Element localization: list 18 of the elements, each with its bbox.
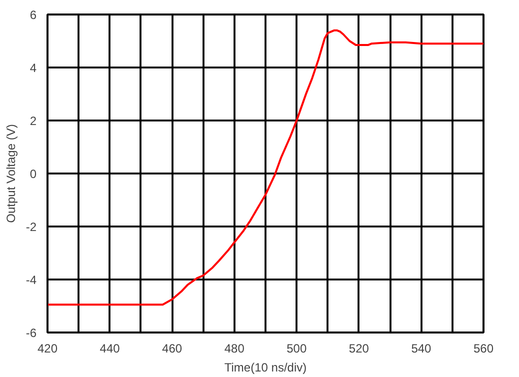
y-tick-label: -2 [26, 220, 37, 234]
y-tick-label: 0 [30, 167, 37, 181]
x-tick-label: 420 [37, 342, 58, 356]
line-series [48, 29, 484, 306]
x-axis-title: Time(10 ns/div) [224, 360, 307, 374]
y-tick-label: 2 [30, 114, 37, 128]
x-tick-label: 520 [348, 342, 370, 356]
y-tick-label: 4 [30, 61, 37, 75]
x-tick-label: 540 [411, 342, 432, 356]
y-axis-title: Output Voltage (V) [4, 124, 18, 223]
y-tick-label: -4 [26, 273, 37, 287]
x-tick-label: 560 [473, 342, 494, 356]
x-tick-label: 500 [286, 342, 307, 356]
y-tick-label: -6 [26, 326, 37, 340]
x-tick-label: 480 [224, 342, 245, 356]
x-tick-label: 460 [162, 342, 182, 356]
x-tick-label: 440 [100, 342, 120, 356]
y-tick-label: 6 [30, 8, 37, 22]
